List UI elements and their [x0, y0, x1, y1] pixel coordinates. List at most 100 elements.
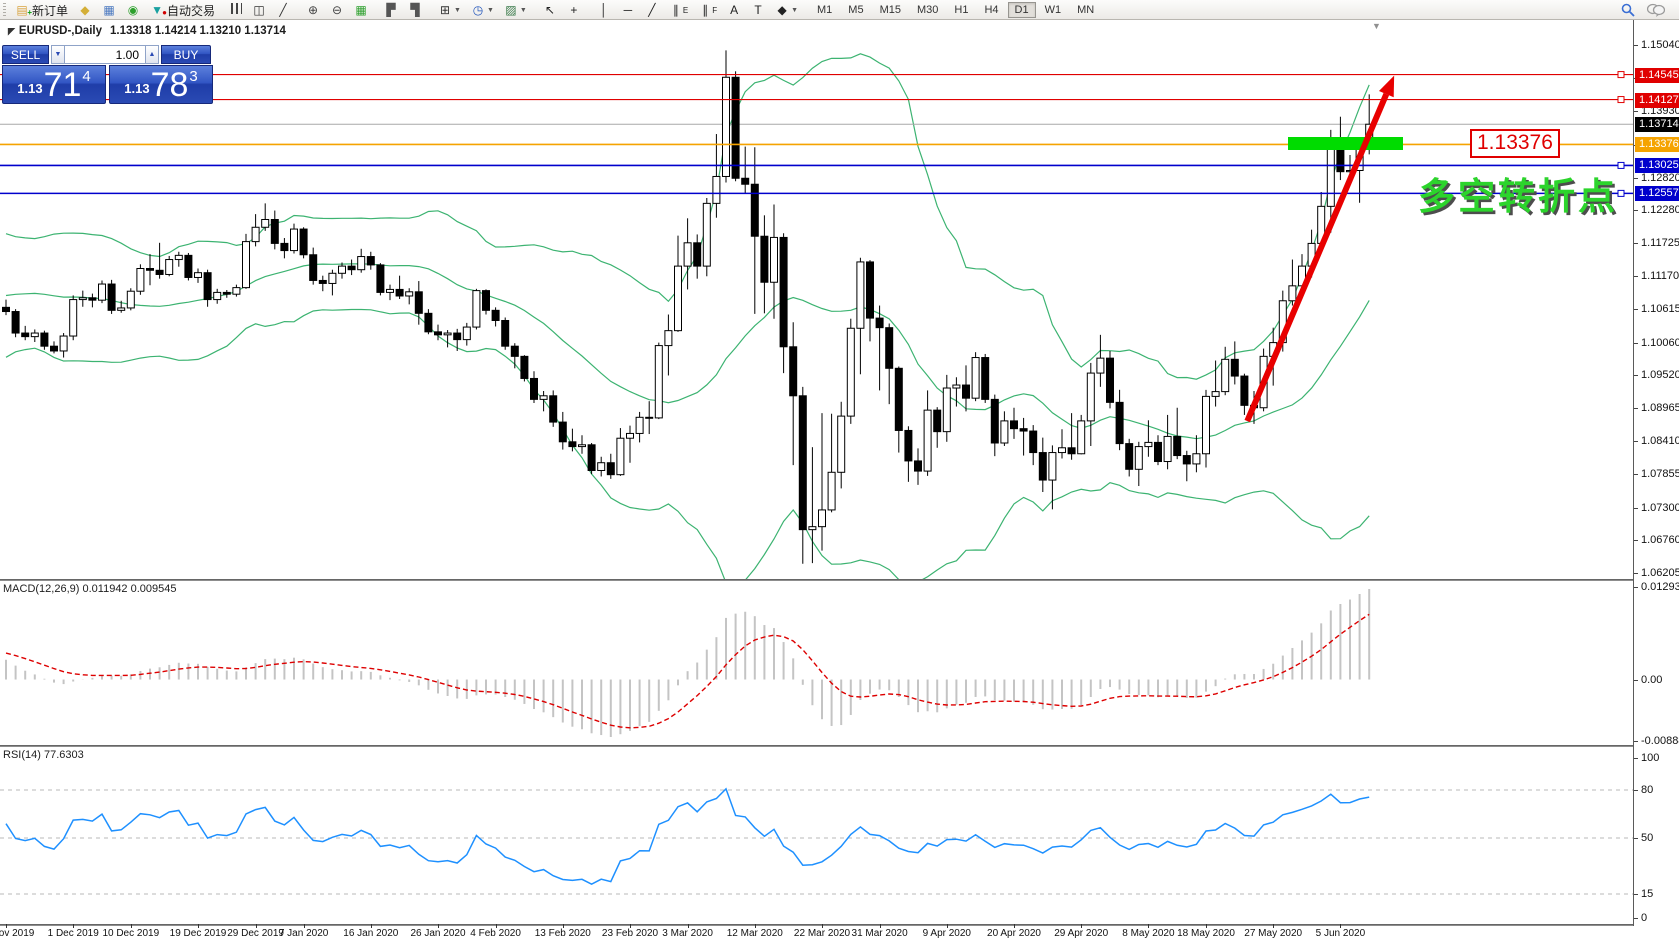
candle-body: [309, 254, 318, 281]
zoom-out-button[interactable]: ⊖: [326, 1, 348, 19]
candle-body: [1259, 355, 1268, 409]
candle-body: [1288, 285, 1297, 302]
text-button[interactable]: A: [723, 1, 745, 19]
volume-increase-button[interactable]: ▲: [145, 45, 159, 64]
timeframe-d1-button[interactable]: D1: [1007, 1, 1036, 18]
date-tick-label: 27 May 2020: [1244, 928, 1303, 939]
chart-shift-marker[interactable]: ▼: [1372, 21, 1381, 31]
candle-body: [242, 241, 250, 289]
date-tick-label: 7 Jan 2020: [278, 928, 329, 939]
cn-annotation-text[interactable]: 多空转折点: [1418, 176, 1618, 217]
candle-body: [1192, 453, 1201, 465]
period-button[interactable]: ◷ ▼: [467, 1, 498, 19]
line-chart-button[interactable]: ╱: [272, 1, 294, 19]
timeframe-w1-button[interactable]: W1: [1044, 3, 1062, 16]
cursor-button[interactable]: ↖: [539, 1, 561, 19]
trendline-button[interactable]: ╱: [641, 1, 663, 19]
axis-tick: [1634, 572, 1638, 574]
sell-price-box[interactable]: 1.13 71 4: [2, 65, 106, 104]
pane-separator[interactable]: [0, 924, 1633, 926]
bollinger-lower: [5, 308, 1370, 579]
date-tick-label: 23 Feb 2020: [601, 928, 659, 939]
equidistant-channel-button[interactable]: ∥ E: [665, 1, 692, 19]
candle-body: [88, 297, 97, 301]
chart-marker-icon: ◤: [8, 26, 15, 36]
new-chart-dropdown-icon[interactable]: ▼: [454, 6, 461, 14]
horizontal-line-button[interactable]: ─: [617, 1, 639, 19]
period-dropdown-icon[interactable]: ▼: [486, 6, 494, 14]
crosshair-button[interactable]: +: [563, 1, 585, 19]
macd-scale-bottom: -0.008884: [1641, 735, 1679, 747]
candle-body: [50, 345, 58, 352]
arrows-dropdown-icon[interactable]: ▼: [791, 6, 799, 14]
rsi-pane[interactable]: [0, 747, 1633, 924]
candle-body: [587, 444, 596, 471]
new-order-button[interactable]: ▤ + 新订单: [11, 1, 72, 19]
candle-body: [779, 236, 788, 348]
text-icon: A: [730, 3, 739, 18]
horizontal-line-icon: ─: [623, 3, 633, 18]
tile-windows-button[interactable]: ▦: [350, 1, 372, 19]
volume-decrease-button[interactable]: ▼: [51, 45, 65, 64]
candle-body: [770, 236, 778, 283]
charts-window-button[interactable]: ▦: [98, 1, 120, 19]
timeframe-m30-button[interactable]: M30: [916, 3, 939, 16]
new-chart-button[interactable]: ⊞ ▼: [434, 1, 465, 19]
rsi-scale-top: 100: [1641, 752, 1660, 764]
timeframe-m5-button[interactable]: M5: [848, 3, 864, 16]
price-axis[interactable]: 1.150401.144851.139301.133751.128201.122…: [1633, 20, 1679, 926]
timeframe-m1-button[interactable]: M1: [817, 3, 833, 16]
fibonacci-button[interactable]: ∥ F: [694, 1, 721, 19]
cascade-windows-button[interactable]: ▜: [404, 1, 426, 19]
signals-button[interactable]: ◉: [122, 1, 144, 19]
search-icon[interactable]: [1621, 3, 1635, 17]
timeframe-h4-button[interactable]: H4: [984, 3, 999, 16]
timeframe-mn-button[interactable]: MN: [1077, 3, 1095, 16]
templates-dropdown-icon[interactable]: ▼: [519, 6, 527, 14]
candle-body: [261, 218, 270, 228]
market-button[interactable]: ◆: [74, 1, 96, 19]
volume-input[interactable]: [65, 45, 145, 64]
candle-body: [1317, 205, 1326, 244]
arrange-windows-button[interactable]: ▛: [380, 1, 402, 19]
green-resistance-bar[interactable]: [1287, 136, 1403, 150]
axis-tick: [1634, 111, 1638, 113]
pane-separator[interactable]: [0, 579, 1633, 581]
main-chart-pane[interactable]: [0, 19, 1633, 579]
vertical-line-button[interactable]: │: [593, 1, 615, 19]
date-tick: [6, 924, 7, 928]
date-tick: [495, 924, 497, 928]
candle-chart-button[interactable]: ◫: [248, 1, 270, 19]
chat-icon[interactable]: [1647, 3, 1665, 17]
timeframe-h1-button[interactable]: H1: [954, 3, 969, 16]
candle-body: [1115, 401, 1124, 445]
zoom-in-button[interactable]: ⊕: [302, 1, 324, 19]
candle-body: [434, 331, 442, 336]
sell-button[interactable]: SELL: [2, 45, 49, 64]
arrows-button[interactable]: ◆ ▼: [771, 1, 802, 19]
bar-chart-button[interactable]: [227, 0, 246, 18]
candle-body: [299, 228, 308, 256]
date-tick: [1206, 924, 1207, 928]
buy-button[interactable]: BUY: [161, 45, 211, 64]
candle-body: [683, 242, 692, 267]
price-tick-label: 1.11170: [1641, 270, 1679, 283]
macd-pane[interactable]: [0, 581, 1633, 745]
templates-icon: ▨: [505, 3, 517, 18]
candle-body: [184, 254, 193, 278]
text-label-button[interactable]: T: [747, 1, 769, 19]
autotrading-button[interactable]: ▼ ● 自动交易: [146, 1, 219, 19]
candle-body: [501, 319, 510, 347]
axis-tick: [1634, 209, 1638, 211]
candle-body: [1010, 420, 1018, 430]
pane-separator[interactable]: [0, 745, 1633, 747]
date-tick-label: 5 Jun 2020: [1315, 928, 1366, 939]
toolbar-grip[interactable]: [3, 3, 6, 16]
timeframe-m15-button[interactable]: M15: [879, 3, 901, 16]
candle-body: [1038, 452, 1047, 481]
candle-body: [136, 268, 145, 292]
buy-price-box[interactable]: 1.13 78 3: [109, 65, 213, 104]
templates-button[interactable]: ▨ ▼: [500, 1, 531, 19]
price-level-label[interactable]: 1.13376: [1470, 129, 1560, 158]
